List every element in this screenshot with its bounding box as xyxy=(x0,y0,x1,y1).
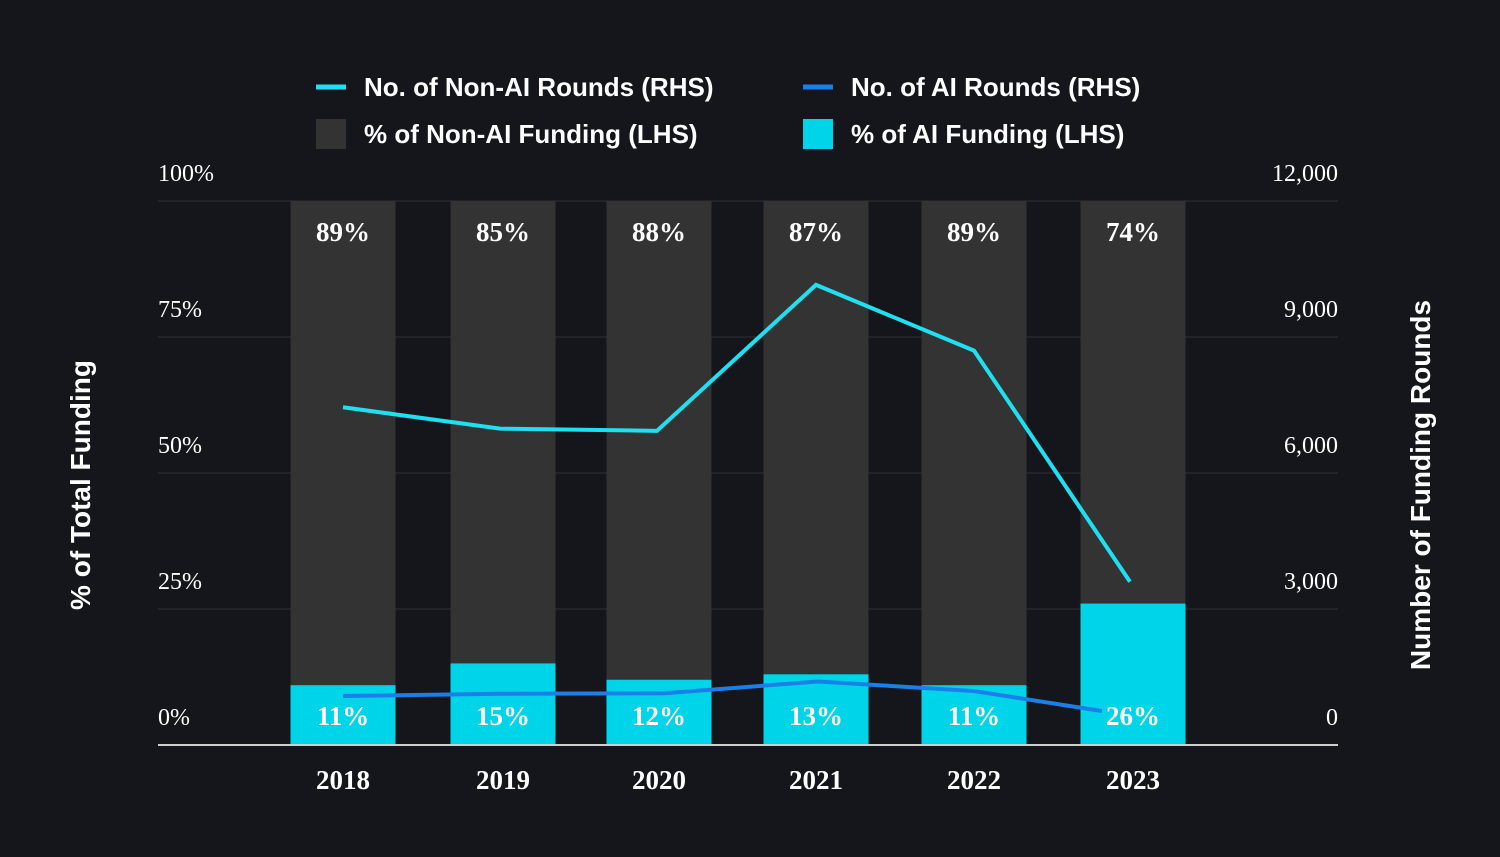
legend-item: % of AI Funding (LHS) xyxy=(803,119,1124,149)
year-tick-label: 2018 xyxy=(316,765,370,795)
non-ai-funding-label: 88% xyxy=(632,217,686,247)
legend-label: % of Non-AI Funding (LHS) xyxy=(364,119,698,149)
non-ai-funding-label: 85% xyxy=(476,217,530,247)
legend-label: No. of Non-AI Rounds (RHS) xyxy=(364,72,714,102)
legend-box-swatch xyxy=(316,119,346,149)
left-axis-tick-label: 75% xyxy=(158,297,202,323)
ai-funding-label: 11% xyxy=(948,701,1001,731)
year-tick-label: 2021 xyxy=(789,765,843,795)
legend-label: % of AI Funding (LHS) xyxy=(851,119,1124,149)
left-axis-title: % of Total Funding xyxy=(65,360,96,610)
year-tick-label: 2022 xyxy=(947,765,1001,795)
ai-funding-label: 12% xyxy=(632,701,686,731)
axes: 0% 0 25% 3,000 50% 6,000 75% 9,000 100% 12,000 201… xyxy=(65,161,1436,795)
left-axis-tick-label: 25% xyxy=(158,569,202,595)
non-ai-funding-label: 74% xyxy=(1106,217,1160,247)
right-axis-tick-label: 6,000 xyxy=(1284,433,1338,459)
year-tick-label: 2020 xyxy=(632,765,686,795)
non-ai-funding-bar xyxy=(450,201,556,664)
ai-rounds-line xyxy=(342,679,1103,713)
ai-funding-bar xyxy=(1080,603,1186,745)
ai-funding-label: 26% xyxy=(1106,701,1160,731)
left-axis-tick-label: 100% xyxy=(158,161,214,187)
legend-box-swatch xyxy=(803,119,833,149)
series-lines xyxy=(342,282,1132,713)
non-ai-rounds-line xyxy=(342,282,1132,583)
left-axis-tick-label: 0% xyxy=(158,705,190,731)
legend-item: No. of Non-AI Rounds (RHS) xyxy=(316,72,714,102)
non-ai-funding-bar xyxy=(1080,201,1186,604)
non-ai-funding-bar xyxy=(763,201,869,675)
legend-item: % of Non-AI Funding (LHS) xyxy=(316,119,698,149)
non-ai-funding-label: 87% xyxy=(789,217,843,247)
ai-funding-label: 11% xyxy=(317,701,370,731)
bar-value-labels: 89% 11% 85% 15% 88% 12% 87% 13% 89% 11% 74% 26% xyxy=(316,217,1160,731)
non-ai-funding-bar xyxy=(606,201,712,680)
right-axis-tick-label: 0 xyxy=(1326,705,1338,731)
right-axis-tick-label: 9,000 xyxy=(1284,297,1338,323)
ai-funding-bar xyxy=(450,663,556,745)
bars xyxy=(290,201,1186,745)
legend-label: No. of AI Rounds (RHS) xyxy=(851,72,1140,102)
non-ai-funding-label: 89% xyxy=(316,217,370,247)
legend: No. of Non-AI Rounds (RHS) No. of AI Roun… xyxy=(316,72,1140,149)
non-ai-funding-label: 89% xyxy=(947,217,1001,247)
non-ai-funding-bar xyxy=(921,201,1027,686)
ai-funding-label: 15% xyxy=(476,701,530,731)
left-axis-tick-label: 50% xyxy=(158,433,202,459)
non-ai-funding-bar xyxy=(290,201,396,686)
ai-funding-label: 13% xyxy=(789,701,843,731)
right-axis-title: Number of Funding Rounds xyxy=(1405,300,1436,670)
right-axis-tick-label: 12,000 xyxy=(1272,161,1338,187)
legend-item: No. of AI Rounds (RHS) xyxy=(803,72,1140,102)
right-axis-tick-label: 3,000 xyxy=(1284,569,1338,595)
year-tick-label: 2019 xyxy=(476,765,530,795)
year-tick-label: 2023 xyxy=(1106,765,1160,795)
